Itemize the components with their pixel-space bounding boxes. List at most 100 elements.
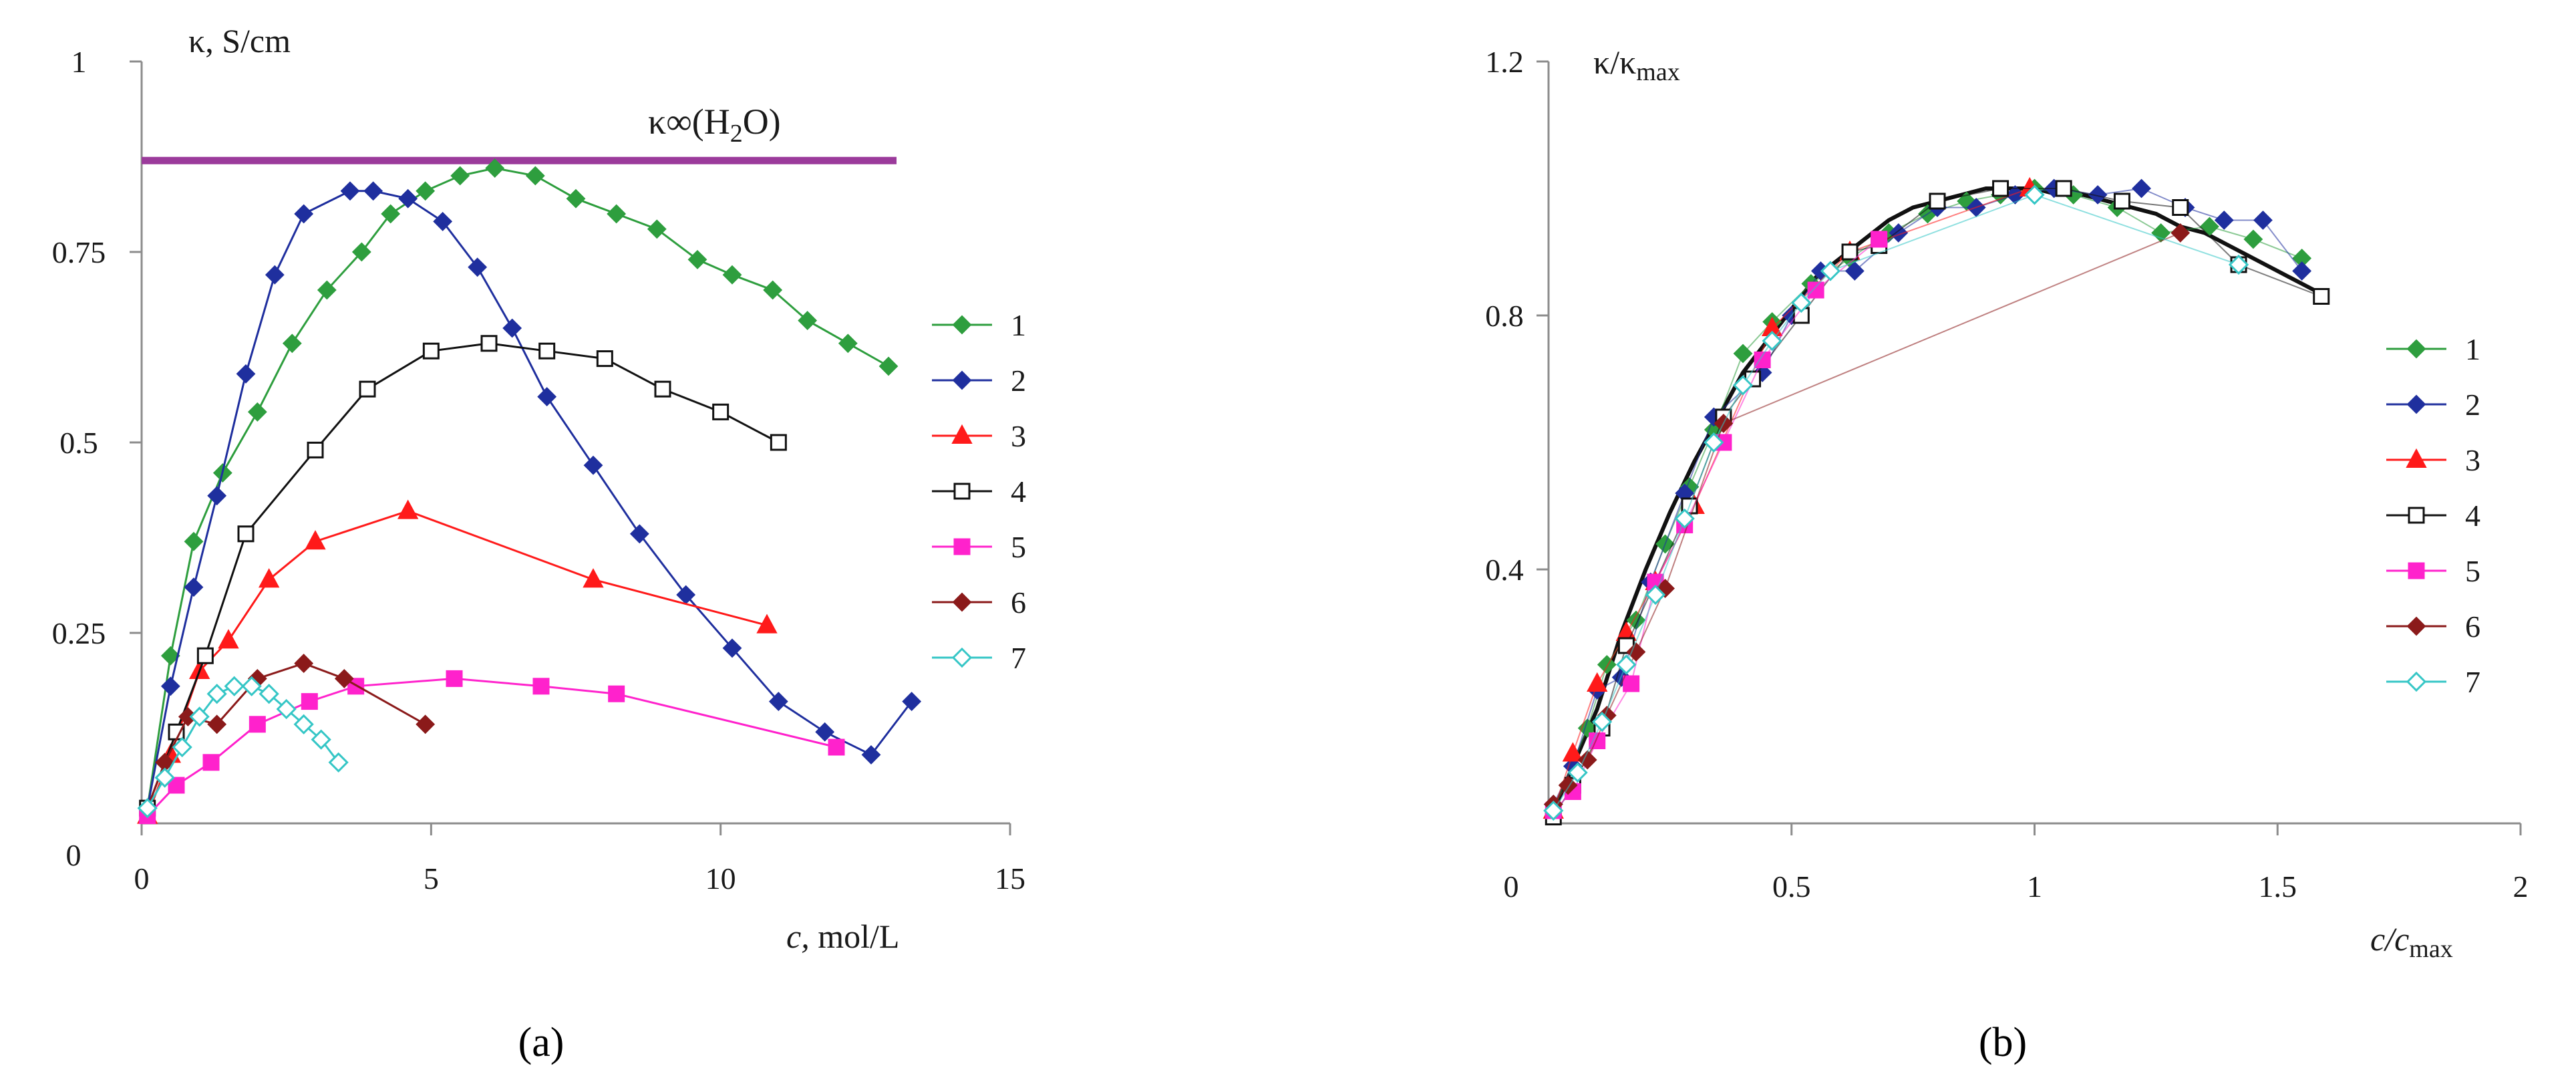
series-line (1553, 232, 2181, 805)
data-point (305, 530, 326, 550)
chart-panel-b: 0.4 0.8 1.2 0.5 1 1.5 2 0 κ/κmax c/cmax 1 2 3 4 5 6 7 (1485, 43, 2528, 963)
data-point (480, 335, 498, 352)
series-4 (1545, 180, 2330, 825)
data-point (654, 380, 671, 398)
data-point (1807, 281, 1824, 299)
data-point (2088, 185, 2108, 205)
data-point (317, 280, 337, 300)
data-point (608, 685, 625, 702)
data-point (1732, 375, 1754, 396)
y-axis-label: κ/κmax (1593, 43, 1680, 86)
data-point (2024, 184, 2045, 205)
data-point (722, 265, 742, 285)
legend-item-6: 6 (2386, 610, 2480, 644)
data-point (311, 729, 331, 750)
data-point (328, 752, 349, 773)
series-7 (1543, 184, 2249, 821)
data-point (687, 249, 707, 269)
data-point (247, 402, 267, 422)
data-point (172, 736, 192, 758)
data-point (1587, 672, 1608, 692)
data-point (770, 434, 787, 451)
data-point (1754, 352, 1771, 368)
data-point (798, 311, 818, 331)
data-point (416, 181, 436, 201)
data-point (137, 798, 158, 819)
data-point (294, 204, 314, 224)
data-point (2055, 180, 2072, 197)
data-point (828, 738, 845, 756)
data-point (416, 714, 436, 734)
data-point (1871, 231, 1888, 248)
legend-marker (2406, 616, 2426, 636)
legend-label: 5 (1011, 530, 1026, 564)
data-point (756, 614, 778, 634)
series-5 (139, 670, 845, 825)
data-point (2313, 288, 2330, 305)
data-point (1562, 742, 1584, 762)
x-axis-label: c/cmax (2370, 920, 2453, 963)
data-point (397, 499, 419, 519)
data-point (189, 706, 210, 727)
reference-line-label: κ∞(H2O) (648, 102, 781, 148)
legend-item-1: 1 (932, 308, 1026, 342)
legend-item-7: 7 (2386, 665, 2480, 699)
series-line (1553, 187, 2303, 805)
data-point (307, 441, 324, 458)
legend-label: 6 (2465, 610, 2480, 644)
series-6 (1543, 223, 2191, 814)
legend-item-4: 4 (2386, 499, 2480, 533)
data-point (363, 181, 383, 201)
data-point (2172, 199, 2189, 216)
data-point (1577, 750, 1597, 770)
data-point (207, 486, 227, 506)
data-point (1992, 180, 2009, 197)
data-point (236, 364, 256, 384)
data-point (1626, 642, 1646, 662)
legend-label: 4 (2465, 499, 2480, 533)
data-point (878, 356, 899, 376)
x-tick-label: 1.5 (2259, 869, 2297, 904)
data-point (301, 693, 318, 710)
data-point (2292, 261, 2312, 281)
series-3 (136, 499, 778, 824)
legend-label: 3 (1011, 419, 1026, 453)
legend-marker (2408, 562, 2425, 579)
origin-label: 0 (66, 838, 82, 872)
data-point (712, 403, 730, 420)
data-point (607, 204, 627, 224)
series-line (146, 510, 768, 817)
data-point (282, 333, 302, 354)
data-point (340, 181, 360, 201)
data-point (241, 676, 262, 696)
series-3 (1543, 176, 2040, 819)
legend-item-4: 4 (932, 475, 1026, 509)
data-point (202, 754, 220, 771)
data-point (218, 629, 239, 649)
data-point (154, 767, 175, 788)
y-tick-label: 0.4 (1485, 553, 1524, 587)
data-point (207, 714, 227, 734)
legend-label: 3 (2465, 443, 2480, 477)
legend-label: 2 (1011, 364, 1026, 398)
series-line (1553, 187, 2302, 811)
series-line (146, 342, 780, 809)
legend-marker (953, 483, 971, 500)
data-point (1674, 508, 1695, 529)
data-point (763, 280, 783, 300)
data-point (566, 188, 586, 209)
data-point (1733, 344, 1753, 364)
data-point (160, 646, 180, 666)
data-point (2253, 211, 2273, 230)
data-point (1841, 243, 1859, 261)
data-point (502, 318, 522, 338)
data-point (1616, 654, 1637, 675)
x-tick-label: 5 (424, 861, 439, 896)
legend-marker (2408, 507, 2425, 524)
series-line (1553, 188, 2030, 811)
data-point (629, 524, 649, 544)
data-point (249, 716, 266, 733)
data-point (532, 678, 550, 695)
data-point (293, 714, 314, 734)
data-point (265, 265, 285, 285)
